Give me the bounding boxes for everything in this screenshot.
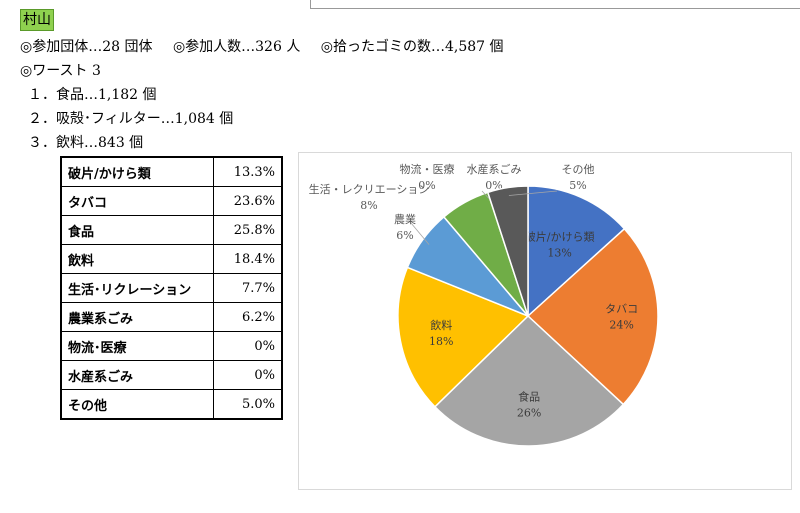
region-label: 村山 — [20, 9, 54, 31]
pie-slice — [526, 227, 659, 406]
percent-cell: 7.7% — [213, 273, 283, 303]
slice-name-label: 生活・レクリエーション — [309, 182, 430, 196]
slice-name-label: タバコ — [605, 303, 638, 316]
percent-cell: 13.3% — [213, 156, 283, 187]
category-cell: 飲料 — [60, 244, 214, 274]
slice-percent-label: 13% — [547, 247, 571, 260]
breakdown-table: 破片/かけら類 13.3% タバコ 23.6% 食品 25.8% 飲料 18.4… — [60, 156, 283, 420]
slice-percent-label: 5% — [569, 179, 586, 192]
worst-heading: ◎ワースト 3 — [20, 63, 101, 79]
slice-percent-label: 18% — [429, 335, 453, 348]
percent-cell: 6.2% — [213, 302, 283, 332]
percent-cell: 18.4% — [213, 244, 283, 274]
table-row: 物流･医療 0% — [60, 331, 283, 361]
participants-count: ◎参加人数…326 人 — [172, 39, 301, 55]
slice-name-label: 水産系ごみ — [467, 162, 522, 176]
slice-percent-label: 0% — [418, 179, 435, 192]
summary-line: ◎参加団体…28 団体 ◎参加人数…326 人 ◎拾ったゴミの数…4,587 個 — [20, 36, 520, 56]
table-row: タバコ 23.6% — [60, 186, 283, 216]
category-cell: 破片/かけら類 — [60, 156, 214, 187]
slice-name-label: その他 — [562, 163, 595, 176]
table-row: 生活･リクレーション 7.7% — [60, 273, 283, 303]
slice-percent-label: 24% — [609, 319, 633, 332]
table-row: 農業系ごみ 6.2% — [60, 302, 283, 332]
pie-slice — [433, 314, 625, 447]
slice-percent-label: 26% — [517, 406, 541, 419]
slice-name-label: 食品 — [518, 389, 540, 403]
groups-count: ◎参加団体…28 団体 — [20, 39, 153, 55]
percent-cell: 23.6% — [213, 186, 283, 216]
pie-slice — [397, 266, 530, 408]
worst-item-3: ３．飲料…843 個 — [28, 135, 144, 151]
slice-percent-label: 6% — [396, 229, 413, 242]
percent-cell: 0% — [213, 360, 283, 390]
category-cell: 食品 — [60, 215, 214, 245]
worst-item-1: １．食品…1,182 個 — [28, 87, 157, 103]
table-row: その他 5.0% — [60, 389, 283, 420]
category-cell: その他 — [60, 389, 214, 420]
top-frame-border — [310, 0, 800, 9]
worst-item-2: ２．吸殻･フィルター…1,084 個 — [28, 111, 234, 127]
percent-cell: 25.8% — [213, 215, 283, 245]
category-cell: 水産系ごみ — [60, 360, 214, 390]
category-cell: 生活･リクレーション — [60, 273, 214, 303]
slice-name-label: 飲料 — [430, 318, 452, 332]
table-row: 水産系ごみ 0% — [60, 360, 283, 390]
trash-count: ◎拾ったゴミの数…4,587 個 — [320, 39, 504, 55]
percent-cell: 5.0% — [213, 389, 283, 420]
table-row: 食品 25.8% — [60, 215, 283, 245]
leader-line — [481, 190, 491, 201]
slice-name-label: 農業 — [394, 212, 416, 226]
pie-slice — [527, 185, 626, 318]
slice-name-label: 物流・医療 — [400, 162, 455, 176]
slice-percent-label: 8% — [360, 199, 377, 212]
slice-name-label: 破片/かけら類 — [525, 230, 595, 244]
category-cell: 農業系ごみ — [60, 302, 214, 332]
leader-line — [410, 222, 430, 245]
pie-chart-svg: 破片/かけら類 13% タバコ 24% 食品 26% 飲料 18% 生活・レクリエーション 8% 農… — [309, 162, 659, 447]
pie-slice — [486, 185, 529, 317]
percent-cell: 0% — [213, 331, 283, 361]
table-row: 飲料 18.4% — [60, 244, 283, 274]
category-cell: 物流･医療 — [60, 331, 214, 361]
table-row: 破片/かけら類 13.3% — [60, 156, 283, 187]
pie-chart: 破片/かけら類 13% タバコ 24% 食品 26% 飲料 18% 生活・レクリエーション 8% 農… — [298, 152, 792, 490]
category-cell: タバコ — [60, 186, 214, 216]
leader-line — [508, 190, 558, 196]
